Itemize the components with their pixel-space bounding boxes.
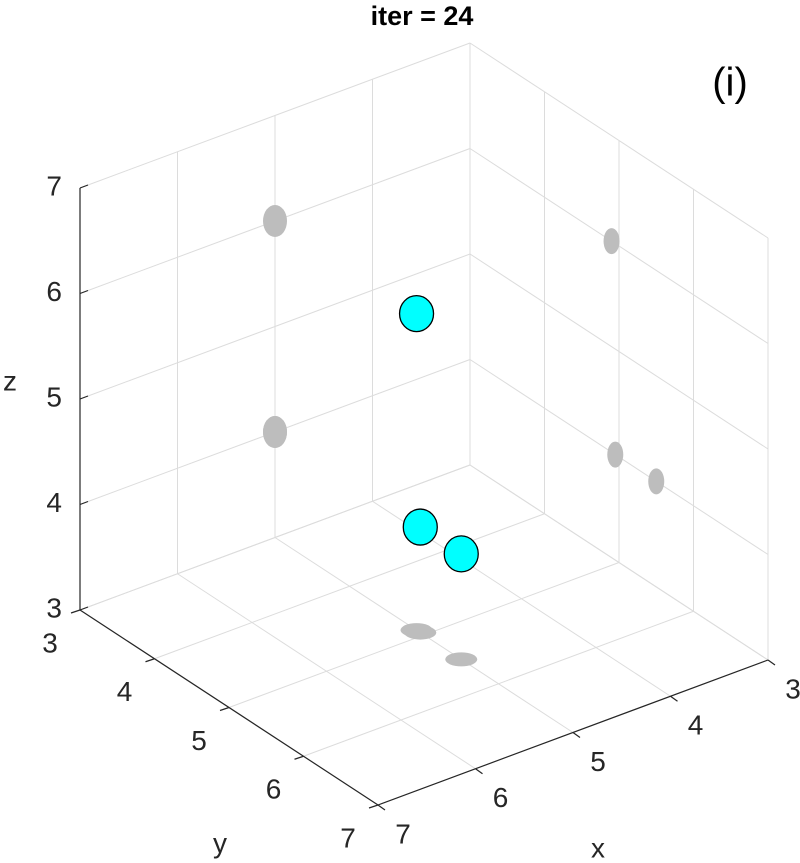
wall-projection <box>263 416 287 448</box>
y-tick <box>219 706 230 712</box>
wall-projection <box>263 205 287 237</box>
chart-title: iter = 24 <box>371 1 474 31</box>
grid-line <box>469 464 769 661</box>
grid-line <box>469 42 769 239</box>
x-tick-label: 6 <box>493 782 509 813</box>
z-tick <box>79 395 89 400</box>
z-tick-label: 5 <box>46 381 62 412</box>
z-tick-label: 3 <box>46 592 62 623</box>
floor-projection <box>404 625 437 640</box>
z-tick-label: 7 <box>46 170 62 201</box>
wall-projection <box>607 441 624 468</box>
wall-projection <box>648 468 665 495</box>
x-tick-label: 4 <box>688 710 704 741</box>
y-tick-label: 3 <box>42 627 58 658</box>
x-tick <box>572 732 581 738</box>
x-tick-label: 7 <box>395 818 411 849</box>
grid-line <box>469 253 769 450</box>
y-tick <box>145 658 155 663</box>
z-tick <box>79 289 89 295</box>
blob <box>398 294 435 333</box>
x-tick-label: 5 <box>590 746 606 777</box>
annotation: (i) <box>712 61 748 105</box>
blob <box>443 535 479 573</box>
x-tick <box>670 695 678 702</box>
z-axis-label: z <box>3 365 17 396</box>
x-tick <box>767 659 776 666</box>
y-tick <box>368 804 379 809</box>
grid-line <box>79 253 471 400</box>
grid-line <box>469 148 769 344</box>
y-tick-label: 7 <box>340 822 356 853</box>
x-tick-label: 3 <box>785 673 800 704</box>
grid-line <box>79 464 471 611</box>
z-tick-label: 4 <box>46 487 62 518</box>
y-tick <box>294 755 304 760</box>
x-axis-label: x <box>591 832 605 863</box>
wall-projection <box>603 228 620 255</box>
grid-line <box>303 610 694 757</box>
y-tick-label: 4 <box>117 676 133 707</box>
y-tick <box>70 609 81 614</box>
z-tick-label: 6 <box>46 276 62 307</box>
z-tick <box>79 500 89 506</box>
x-tick <box>475 768 483 775</box>
z-tick <box>79 606 89 611</box>
y-tick-label: 6 <box>266 774 282 805</box>
z-tick <box>79 184 89 189</box>
grid-line <box>79 42 471 189</box>
y-axis-label: y <box>213 827 227 858</box>
blob <box>402 508 438 546</box>
x-tick <box>377 804 386 811</box>
floor-projection <box>445 652 478 667</box>
y-tick-label: 5 <box>191 725 207 756</box>
grid-line <box>154 513 545 660</box>
